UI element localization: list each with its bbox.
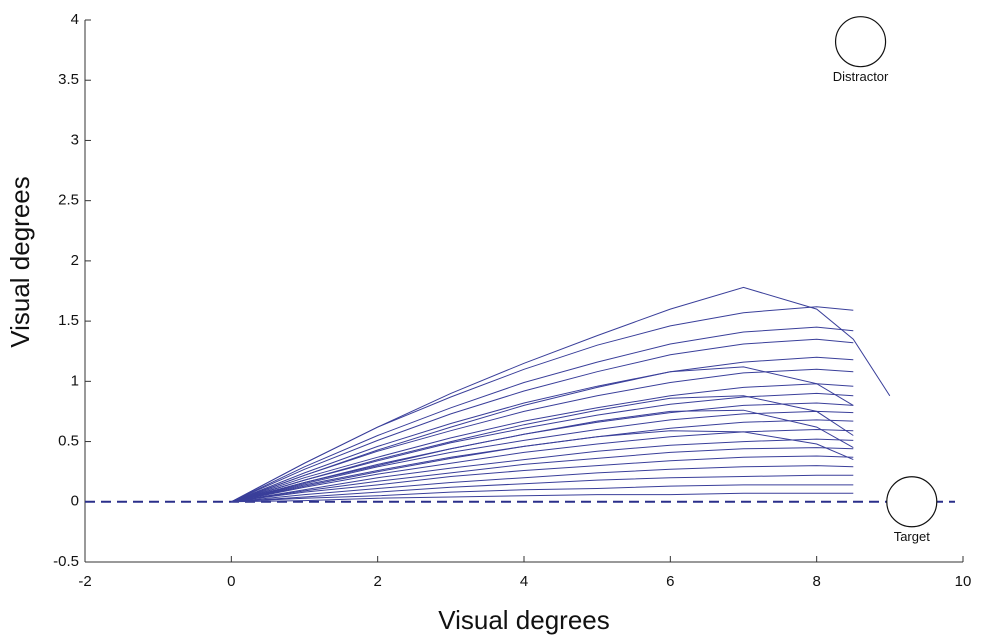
trajectory [231,409,854,503]
y-tick-label: 1.5 [58,312,79,329]
y-tick-label: 0 [71,493,79,510]
x-axis-label: Visual degrees [438,605,610,635]
annotation-label: Target [894,529,931,544]
y-tick-label: 3 [71,131,79,148]
x-tick-label: -2 [78,573,91,590]
y-tick-label: 4 [71,11,79,28]
trajectory [231,447,854,503]
x-tick-label: 10 [955,573,972,590]
annotation-circle [886,476,938,528]
trajectory [231,395,854,503]
trajectory [231,465,854,503]
trajectory [231,338,854,503]
trajectory [231,474,854,503]
y-tick-label: -0.5 [53,553,79,570]
y-tick-label: 2 [71,252,79,269]
y-tick-label: 3.5 [58,71,79,88]
x-tick-label: 6 [666,573,674,590]
x-tick-label: 2 [373,573,381,590]
y-tick-label: 0.5 [58,433,79,450]
trajectory [231,402,854,503]
x-tick-label: 8 [812,573,820,590]
trajectory [231,366,854,503]
trajectory [231,356,854,503]
trajectory [231,430,854,503]
trajectory [231,326,854,503]
trajectory [231,484,854,503]
trajectory [231,428,854,503]
trajectory [231,306,854,503]
y-tick-label: 2.5 [58,192,79,209]
trajectory [231,392,854,503]
trajectory [231,368,854,503]
y-axis-label: Visual degrees [5,176,35,348]
x-tick-label: 4 [520,573,528,590]
trajectory [231,410,854,503]
x-tick-label: 0 [227,573,235,590]
trajectory [231,492,854,503]
trajectory [231,455,854,503]
y-tick-label: 1 [71,372,79,389]
annotation-circle [834,16,887,68]
trajectory [231,438,854,503]
annotation-label: Distractor [833,69,889,84]
trajectory [231,383,854,503]
